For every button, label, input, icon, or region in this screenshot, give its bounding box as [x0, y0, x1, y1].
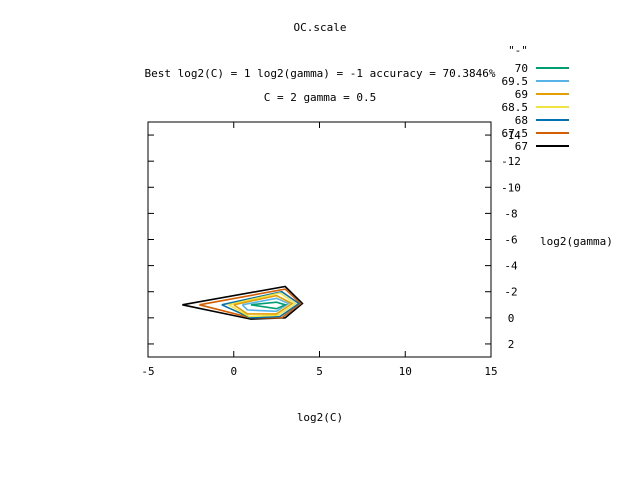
legend-label: 70	[515, 62, 528, 75]
legend-label: 67	[515, 140, 528, 153]
y-tick-label: 0	[508, 312, 515, 325]
y-tick-label: 2	[508, 338, 515, 351]
contour-line	[182, 285, 304, 320]
legend-label: 68.5	[502, 101, 529, 114]
legend-label: 67.5	[502, 127, 529, 140]
contour-line	[241, 297, 291, 313]
contour-line	[250, 301, 288, 310]
y-tick-label: -10	[501, 181, 521, 194]
chart-subtitle-params: C = 2 gamma = 0.5	[264, 91, 377, 104]
y-axis-label: log2(gamma)	[540, 235, 613, 248]
x-tick-label: -5	[141, 365, 154, 378]
y-tick-label: -6	[504, 234, 517, 247]
contour-line	[228, 292, 297, 318]
plot-frame	[147, 121, 492, 358]
chart-title: OC.scale	[294, 21, 347, 34]
y-tick-label: -8	[504, 207, 517, 220]
x-axis-ticks: -5 0 5 10 15	[141, 122, 498, 378]
legend-label: 69.5	[502, 75, 529, 88]
y-axis-ticks: -14 -12 -10 -8 -6 -4 -2 0 2	[148, 129, 521, 351]
contour-line	[199, 288, 302, 319]
y-tick-label: -4	[504, 260, 518, 273]
y-tick-label: -14	[501, 129, 521, 142]
legend-label: 68	[515, 114, 528, 127]
x-tick-label: 10	[399, 365, 412, 378]
x-tick-label: 15	[484, 365, 497, 378]
contour-lines	[182, 285, 304, 320]
x-tick-label: 0	[230, 365, 237, 378]
y-tick-label: -12	[501, 155, 521, 168]
x-tick-label: 5	[316, 365, 323, 378]
y-tick-label: -2	[504, 286, 517, 299]
legend-title: "-"	[508, 44, 528, 57]
chart-subtitle-best: Best log2(C) = 1 log2(gamma) = -1 accura…	[145, 67, 496, 80]
contour-line	[221, 290, 301, 319]
contour-line	[233, 294, 294, 315]
legend-label: 69	[515, 88, 528, 101]
x-axis-label: log2(C)	[297, 411, 343, 424]
